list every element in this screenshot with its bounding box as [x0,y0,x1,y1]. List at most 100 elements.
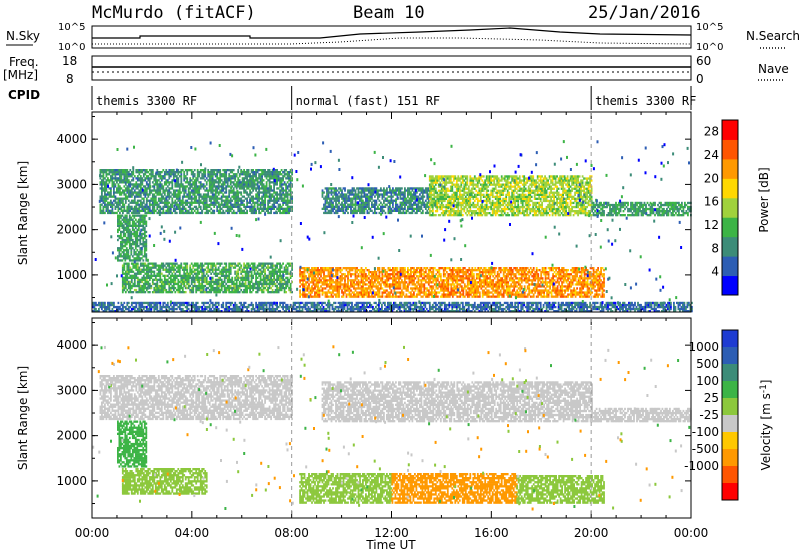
data-cell [196,173,199,176]
data-cell [141,179,144,182]
data-cell [398,207,400,210]
data-cell [121,291,124,294]
data-cell [514,212,517,215]
data-cell [153,193,156,196]
data-cell [446,201,449,205]
data-cell [371,187,373,190]
data-cell [102,201,105,204]
data-cell [419,201,421,204]
data-cell [136,175,139,178]
data-cell [457,197,460,200]
data-cell [430,199,433,203]
data-cell [426,187,429,190]
data-cell [672,212,674,215]
data-cell [160,183,163,186]
data-cell [222,183,225,186]
data-cell [276,171,278,174]
data-cell [279,209,281,212]
data-cell [235,195,238,198]
data-cell [458,191,461,194]
data-cell [175,203,178,206]
data-cell [333,205,336,208]
data-cell [420,203,423,206]
data-cell [473,187,476,190]
data-cell [127,173,130,176]
data-cell [666,207,668,211]
data-cell [452,183,455,186]
data-cell [171,169,174,172]
data-cell [389,209,391,212]
data-cell [273,183,275,186]
data-cell [381,209,384,212]
data-cell [201,169,204,172]
data-cell [273,195,275,198]
data-cell [211,185,214,188]
data-cell [183,207,186,210]
data-cell [148,193,151,196]
data-cell [195,195,198,198]
data-cell [485,199,488,203]
data-cell [464,187,467,190]
data-cell [249,201,251,204]
data-cell [286,187,289,190]
data-cell [174,211,177,215]
data-cell [265,173,268,176]
data-cell [392,199,394,202]
data-cell [333,191,336,194]
data-cell [273,189,275,192]
data-cell [280,173,283,176]
data-cell [166,173,169,176]
data-cell [171,193,174,196]
data-cell [120,199,123,202]
data-cell [139,203,142,206]
data-cell [342,195,345,198]
data-cell [381,193,384,196]
data-cell [366,209,369,212]
data-cell [491,193,494,196]
data-cell [235,181,238,184]
data-cell [216,181,219,184]
data-cell [243,177,245,180]
data-cell [437,205,440,209]
data-cell [502,214,505,217]
data-cell [448,203,451,207]
data-cell [217,205,220,208]
data-cell [169,209,172,212]
data-cell [377,207,379,210]
data-cell [454,191,457,194]
data-cell [177,193,180,196]
data-cell [130,199,133,202]
data-cell [247,183,250,186]
cpid-segment-label: themis 3300 RF [96,94,197,108]
data-cell [362,203,364,206]
data-cell [366,189,369,192]
data-cell [216,201,219,204]
data-cell [175,193,178,196]
data-cell [172,179,175,182]
data-cell [399,205,402,208]
data-cell [365,201,367,204]
data-cell [225,205,228,208]
data-cell [99,169,102,172]
data-cell [183,177,186,180]
data-cell [321,189,324,192]
data-cell [359,205,361,208]
data-cell [132,199,135,202]
data-cell [205,187,208,190]
data-cell [505,199,508,203]
data-cell [235,185,238,188]
data-cell [264,203,266,206]
data-cell [142,288,145,292]
data-cell [457,205,460,209]
data-cell [160,185,163,188]
data-cell [250,205,253,208]
data-cell [667,205,670,209]
data-cell [193,169,196,172]
data-cell [229,189,232,192]
data-cell [445,210,448,213]
data-cell [270,205,272,208]
data-cell [372,187,375,190]
data-cell [208,197,211,200]
data-cell [434,175,437,178]
data-cell [512,210,515,213]
